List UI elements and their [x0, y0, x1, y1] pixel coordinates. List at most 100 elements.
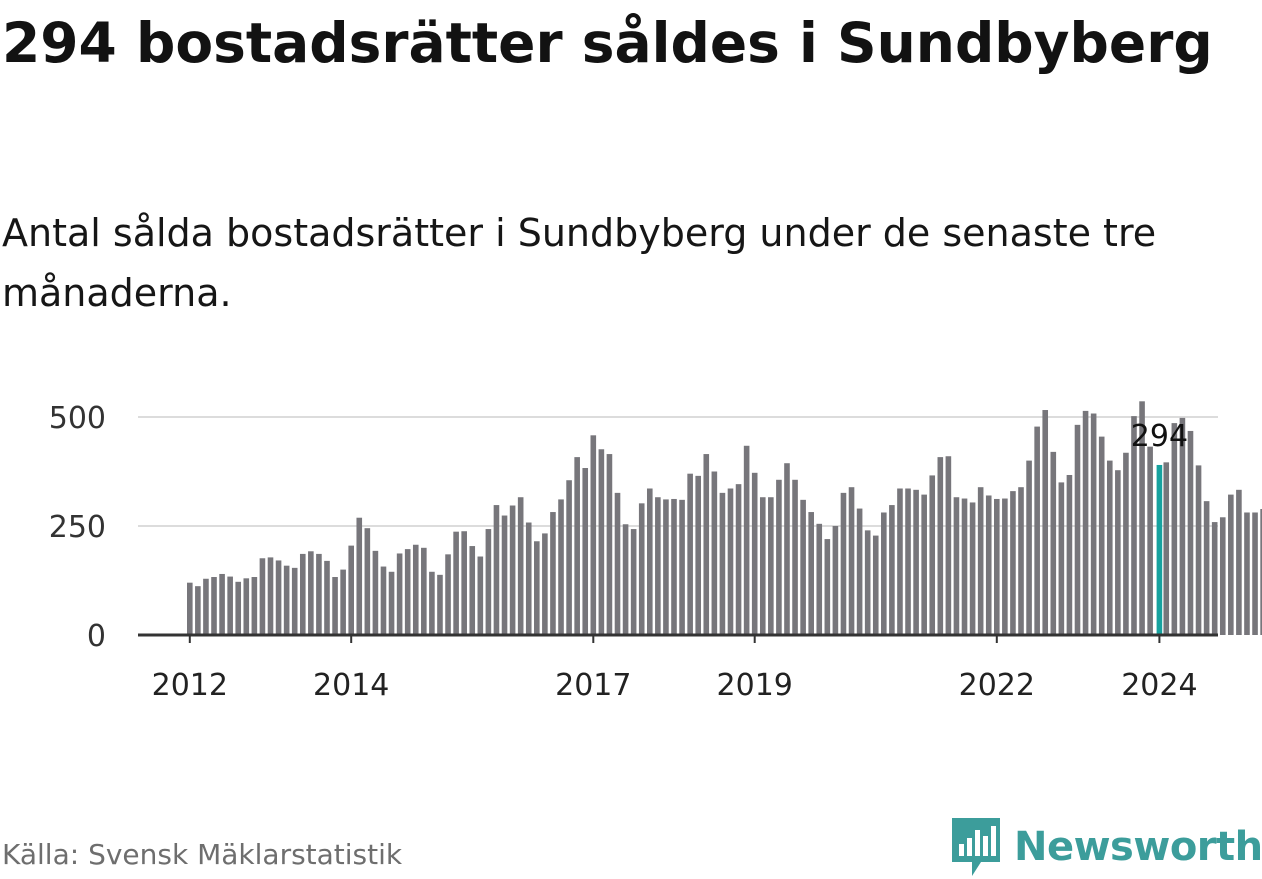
bar	[356, 517, 363, 635]
bar	[905, 488, 911, 635]
bar	[751, 472, 758, 635]
bar	[1260, 508, 1262, 635]
newsworthy-bars-icon	[952, 818, 1000, 876]
bar	[832, 526, 839, 635]
bar	[1228, 494, 1234, 635]
bar	[1074, 424, 1081, 635]
bar	[1123, 452, 1129, 635]
bar	[1203, 501, 1210, 635]
bar	[308, 551, 314, 635]
bar	[404, 549, 411, 635]
bar	[348, 545, 354, 635]
highlight-value-label: 294	[1131, 419, 1188, 454]
bars	[187, 401, 1262, 635]
bar	[267, 557, 274, 635]
bar	[1244, 512, 1250, 635]
bar	[655, 497, 661, 635]
bar	[679, 499, 685, 635]
bar	[1163, 462, 1170, 635]
annotations: 294	[1131, 419, 1188, 454]
bar	[283, 565, 290, 635]
bar	[550, 512, 556, 635]
bar	[630, 529, 637, 635]
bar	[1090, 413, 1097, 635]
bar	[768, 497, 774, 635]
bar	[1139, 401, 1145, 635]
bar	[1066, 474, 1073, 635]
bar	[542, 533, 548, 635]
bar	[187, 582, 193, 635]
bar	[566, 480, 572, 635]
bar	[1010, 491, 1016, 635]
bar	[929, 475, 936, 635]
newsworthy-logo: Newsworthy	[952, 818, 1262, 876]
bar	[493, 505, 500, 635]
brand-name: Newsworthy	[1014, 824, 1262, 870]
bar	[856, 508, 863, 635]
bar	[1002, 498, 1008, 635]
bar	[332, 577, 338, 635]
bar	[977, 487, 984, 635]
bar	[687, 473, 693, 635]
x-tick-label: 2022	[959, 668, 1035, 703]
bar	[558, 499, 564, 635]
source-note: Källa: Svensk Mäklarstatistik	[2, 838, 403, 871]
bar	[808, 512, 814, 635]
bar	[461, 531, 467, 635]
bar	[663, 499, 669, 635]
bar	[1147, 446, 1153, 635]
bar	[994, 498, 1000, 635]
bar	[574, 457, 580, 635]
bar	[703, 454, 710, 635]
bar	[396, 553, 403, 635]
bar	[534, 541, 540, 635]
bar	[324, 560, 330, 635]
bar	[969, 502, 976, 635]
y-axis-labels: 0 250 500	[49, 401, 106, 654]
bar	[776, 479, 782, 635]
bar	[364, 528, 371, 635]
bar	[889, 505, 895, 635]
x-tick-label: 2017	[555, 668, 631, 703]
bar	[340, 569, 346, 635]
bar	[517, 497, 524, 635]
bar	[1179, 417, 1186, 635]
bar	[937, 457, 944, 635]
bar	[824, 539, 831, 635]
bar	[1058, 482, 1065, 635]
bar	[953, 497, 960, 635]
bar	[195, 586, 201, 635]
x-tick-label: 2012	[152, 668, 228, 703]
bar	[759, 497, 766, 635]
bar	[913, 489, 919, 635]
bar	[921, 494, 927, 635]
bar	[429, 571, 435, 635]
bar	[203, 578, 209, 635]
bar	[453, 531, 459, 635]
y-tick-label: 500	[49, 401, 106, 436]
x-axis-labels: 2012 2014 2017 2019 2022 2024	[152, 668, 1198, 703]
bar	[1034, 426, 1040, 635]
bar	[1211, 522, 1218, 635]
bar	[961, 498, 968, 635]
bar	[1236, 489, 1242, 635]
bar	[590, 435, 597, 635]
bar	[380, 566, 387, 635]
bar	[1219, 517, 1226, 635]
y-tick-label: 250	[49, 510, 106, 545]
bar	[421, 547, 427, 635]
bar	[872, 535, 879, 635]
bar	[614, 492, 621, 635]
bar	[211, 577, 217, 635]
bar	[719, 492, 726, 635]
bar	[646, 488, 653, 635]
bar	[1098, 436, 1105, 635]
bar	[275, 560, 282, 635]
bar	[372, 550, 379, 635]
y-tick-label: 0	[87, 619, 106, 654]
bar	[582, 468, 589, 635]
bar	[792, 479, 798, 635]
bar	[1115, 470, 1121, 635]
bar	[1042, 410, 1049, 635]
x-tick-label: 2019	[717, 668, 793, 703]
